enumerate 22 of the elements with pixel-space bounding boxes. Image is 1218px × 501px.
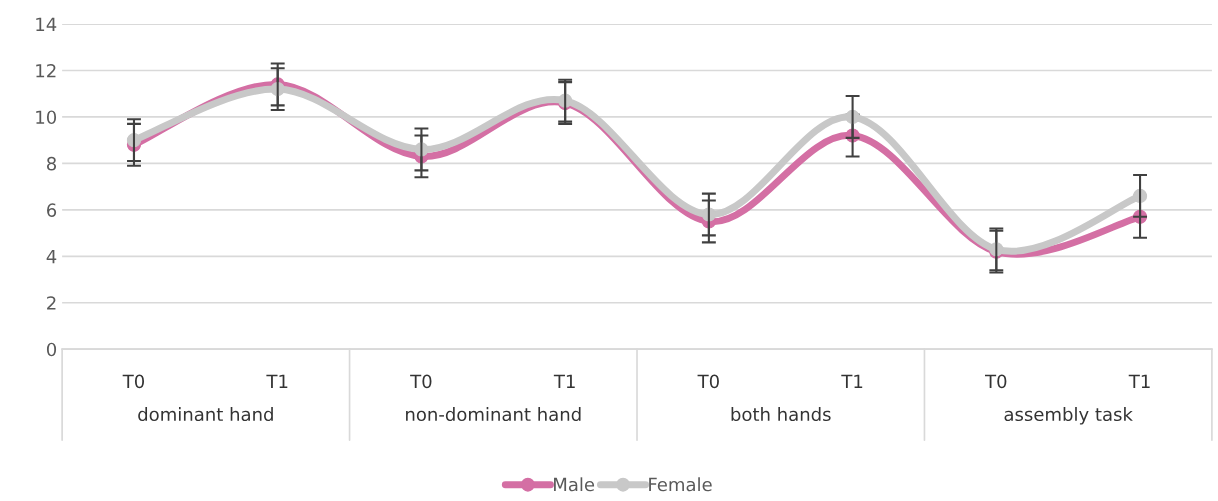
x-tick-label: T0 [122, 374, 145, 389]
text: dominant hand [138, 407, 273, 422]
legend-label: Female [649, 477, 712, 492]
x-tick-label: T0 [697, 374, 719, 389]
y-tick-label: 2 [47, 296, 56, 310]
x-tick-label: T1 [841, 374, 863, 388]
x-tick-label: T1 [266, 374, 288, 388]
y-tick-label: 14 [36, 17, 57, 31]
y-tick-label: 8 [46, 156, 57, 171]
legend-label: Male [554, 477, 595, 492]
text: non-dominant hand [406, 407, 581, 422]
y-tick-label: 10 [36, 110, 57, 125]
y-tick-label: 0 [46, 342, 57, 357]
x-tick-label: T0 [985, 374, 1007, 389]
text: both hands [731, 407, 831, 422]
text: assembly task [1004, 407, 1133, 425]
x-tick-label: T1 [1128, 374, 1150, 388]
y-tick-label: 12 [36, 63, 56, 78]
x-tick-label: T1 [553, 374, 575, 388]
y-tick-label: 6 [47, 203, 57, 217]
x-tick-label: T0 [410, 374, 432, 389]
y-tick-label: 4 [46, 249, 57, 264]
